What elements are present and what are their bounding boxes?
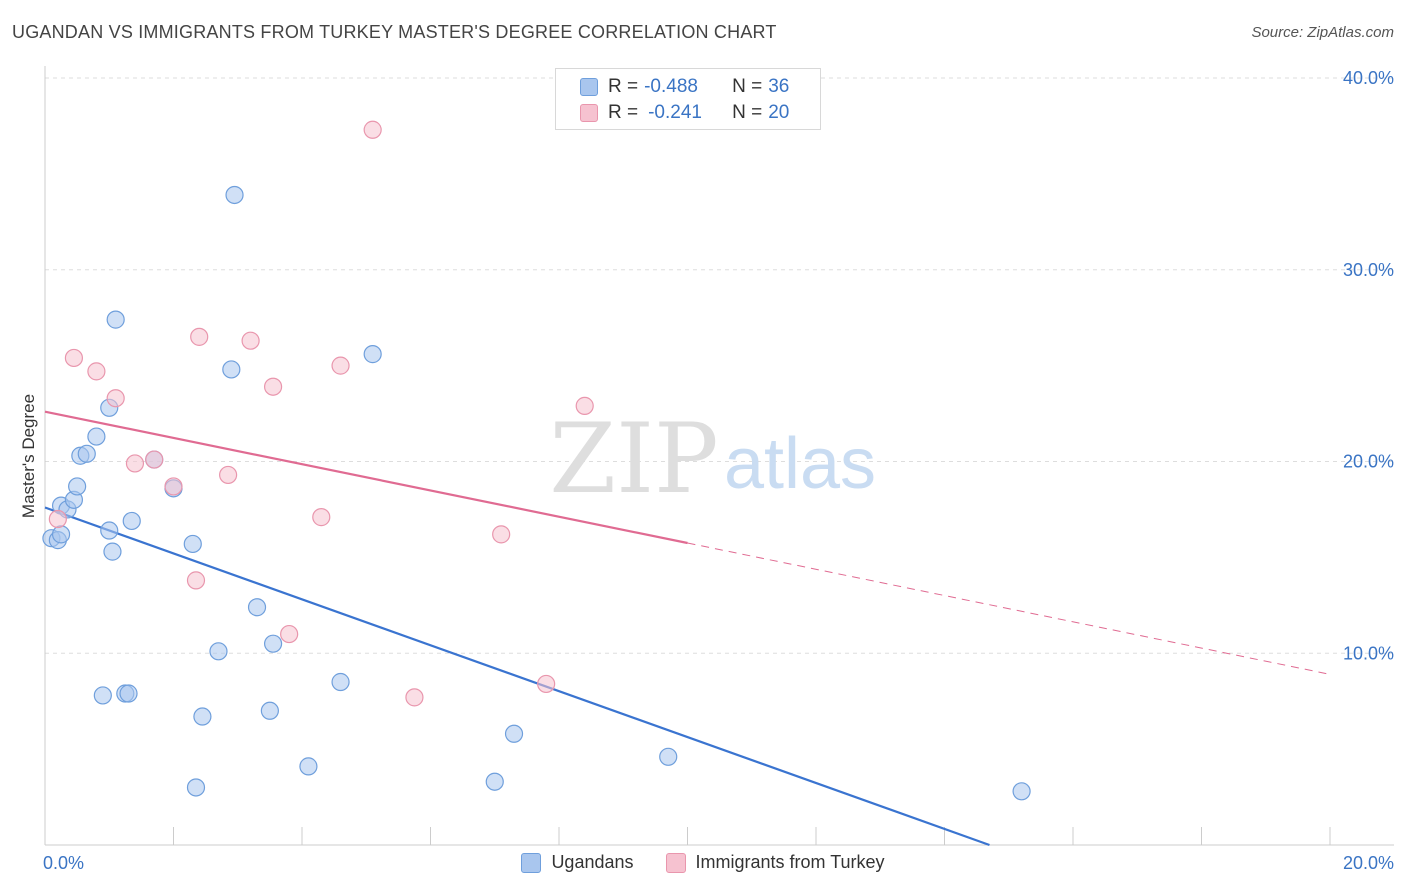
point-ugandans xyxy=(100,521,119,540)
legend-item-ugandans[interactable]: Ugandans xyxy=(521,852,634,873)
point-ugandans xyxy=(193,707,212,726)
y-tick-label: 30.0% xyxy=(1343,260,1394,280)
data-points xyxy=(42,120,1031,801)
point-ugandans xyxy=(485,772,504,791)
point-ugandans xyxy=(225,185,244,205)
point-turkey xyxy=(263,377,283,396)
legend-swatch-ugandans xyxy=(521,852,542,873)
point-turkey xyxy=(363,120,382,139)
point-ugandans xyxy=(659,747,678,766)
point-ugandans xyxy=(122,511,141,531)
n-value: 36 xyxy=(768,76,790,97)
legend-item-turkey[interactable]: Immigrants from Turkey xyxy=(665,852,885,873)
stats-swatch-ugandans xyxy=(580,78,598,96)
point-turkey xyxy=(48,509,67,529)
stats-row-turkey: R = -0.241 N = 20 xyxy=(580,100,789,126)
point-ugandans xyxy=(93,686,112,705)
y-axis-title: Master's Degree xyxy=(19,394,38,518)
n-value: 20 xyxy=(768,102,790,123)
trend-line-dashed xyxy=(687,542,1331,675)
point-turkey xyxy=(145,450,164,469)
point-ugandans xyxy=(263,634,283,653)
point-ugandans xyxy=(331,672,350,692)
point-ugandans xyxy=(1012,782,1031,801)
trend-lines xyxy=(44,410,1331,847)
watermark-zip: ZIP xyxy=(549,403,718,515)
x-tick-label: 20.0% xyxy=(1343,853,1394,873)
stats-row-ugandans: R = -0.488 N = 36 xyxy=(580,74,789,100)
point-ugandans xyxy=(222,360,241,379)
n-label: N = xyxy=(732,102,763,123)
legend-swatch-turkey xyxy=(665,852,686,873)
axes xyxy=(44,66,1394,846)
point-turkey xyxy=(125,454,145,473)
point-turkey xyxy=(106,389,125,408)
point-turkey xyxy=(87,362,106,381)
point-turkey xyxy=(280,624,299,644)
correlation-stats-box: R = -0.488 N = 36 R = -0.241 N = 20 xyxy=(555,68,821,130)
point-ugandans xyxy=(119,684,138,703)
point-turkey xyxy=(575,396,594,415)
point-ugandans xyxy=(77,444,96,463)
point-turkey xyxy=(312,508,331,527)
y-tick-label: 40.0% xyxy=(1343,68,1394,88)
n-label: N = xyxy=(732,76,763,97)
chart-title: UGANDAN VS IMMIGRANTS FROM TURKEY MASTER… xyxy=(12,22,777,42)
point-turkey xyxy=(405,688,424,707)
point-ugandans xyxy=(186,778,206,797)
stats-swatch-turkey xyxy=(580,104,598,122)
point-ugandans xyxy=(183,534,202,554)
point-ugandans xyxy=(363,345,382,364)
point-ugandans xyxy=(247,598,267,617)
r-value: -0.241 xyxy=(648,102,702,123)
point-turkey xyxy=(537,674,556,694)
point-turkey xyxy=(219,465,238,485)
point-turkey xyxy=(241,331,260,350)
legend: Ugandans Immigrants from Turkey xyxy=(0,852,1406,873)
point-ugandans xyxy=(68,477,87,496)
point-ugandans xyxy=(504,724,524,743)
point-turkey xyxy=(492,525,511,544)
point-ugandans xyxy=(260,701,279,720)
point-ugandans xyxy=(299,757,318,776)
r-label: R = xyxy=(608,76,639,97)
point-ugandans xyxy=(51,525,71,544)
point-ugandans xyxy=(106,310,125,329)
point-ugandans xyxy=(103,542,122,561)
x-tick-label: 0.0% xyxy=(43,853,84,873)
tick-labels: 10.0% 20.0% 30.0% 40.0% 0.0% 20.0% xyxy=(43,68,1394,873)
legend-label: Ugandans xyxy=(551,852,634,872)
point-turkey xyxy=(331,356,350,375)
watermark-atlas: atlas xyxy=(724,424,876,504)
point-ugandans xyxy=(87,427,106,446)
point-turkey xyxy=(190,327,209,346)
source-credit: Source: ZipAtlas.com xyxy=(1251,24,1394,41)
watermark: ZIP atlas xyxy=(549,403,876,515)
grid-lines xyxy=(45,77,1394,654)
point-turkey xyxy=(186,571,206,590)
trend-line-solid xyxy=(44,410,688,545)
point-turkey xyxy=(64,348,84,368)
r-value: -0.488 xyxy=(644,76,698,97)
legend-label: Immigrants from Turkey xyxy=(695,852,885,872)
y-tick-label: 10.0% xyxy=(1343,643,1394,663)
y-tick-label: 20.0% xyxy=(1343,452,1394,472)
r-label: R = xyxy=(608,102,639,123)
point-turkey xyxy=(164,477,183,496)
trend-line xyxy=(44,506,990,847)
point-ugandans xyxy=(209,642,228,661)
